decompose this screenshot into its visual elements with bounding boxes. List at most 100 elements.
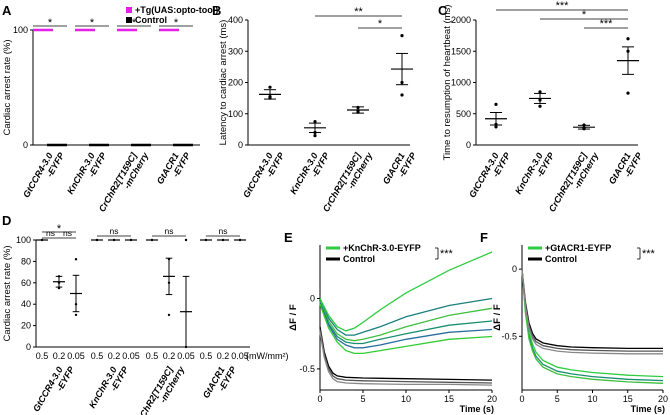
legend-label: +GtACR1-EYFP: [545, 243, 611, 253]
trace-line: [521, 269, 663, 355]
y-tick-label: 200: [228, 78, 243, 88]
data-point: [538, 98, 542, 102]
x-tick-label: 5: [360, 394, 365, 404]
legend-label: +KnChR-3.0-EYFP: [343, 243, 421, 253]
data-point: [494, 125, 498, 129]
x-tick-label: 0.05: [177, 351, 195, 361]
data-point: [184, 345, 188, 349]
category-label: GtCCR4-3.0-EYFP: [31, 359, 77, 415]
x-tick-label: 0.2: [217, 351, 230, 361]
data-point: [582, 126, 586, 130]
trace-line: [521, 269, 664, 378]
significance-label: ns: [165, 226, 174, 236]
y-tick-label: 100: [228, 109, 243, 119]
data-point: [167, 281, 171, 284]
significance-label: ***: [440, 248, 454, 260]
data-point: [204, 238, 208, 242]
panel-letter-b: B: [212, 3, 221, 18]
y-tick-label: -0.5: [299, 364, 315, 374]
x-axis-label: Time (s): [631, 404, 665, 414]
category-label: KnChR-3.0-EYFP: [87, 359, 131, 415]
y-tick-label: 40: [21, 299, 31, 309]
significance-label: *: [90, 17, 95, 29]
trace-line: [319, 251, 493, 332]
data-point: [74, 258, 78, 261]
y-tick-label: 0: [310, 293, 315, 303]
x-tick-label: 0.2: [53, 351, 66, 361]
data-point: [57, 275, 61, 278]
significance-label: ns: [63, 228, 72, 238]
y-tick-label: -0.5: [501, 331, 517, 341]
data-point: [57, 281, 61, 284]
data-point: [494, 102, 498, 106]
y-tick-label: 400: [228, 15, 243, 25]
significance-label: **: [354, 6, 363, 18]
legend-swatch: [126, 7, 132, 13]
data-point: [356, 109, 360, 113]
x-tick-label: 0.5: [36, 351, 49, 361]
category-label: GtCCR4-3.0-EYFP: [241, 145, 287, 204]
y-tick-label: 0: [512, 264, 517, 274]
data-point: [268, 85, 272, 89]
data-point: [400, 80, 404, 85]
y-tick-label: 0: [466, 140, 471, 150]
data-point: [538, 90, 542, 94]
panel-f: 0 5 10 15 20 0 -0.5ΔF / F Time (s) +GtACR1-EYFPC…: [492, 243, 668, 414]
significance-label: *: [48, 17, 53, 29]
significance-label: ***: [556, 0, 570, 12]
y-tick-label: 1000: [451, 78, 471, 88]
y-tick-label: 0: [26, 342, 31, 352]
significance-label: *: [174, 17, 179, 29]
panel-letter-a: A: [2, 3, 12, 18]
data-point: [538, 104, 542, 108]
x-tick-label: 10: [587, 394, 597, 404]
data-point: [129, 238, 133, 242]
data-point: [184, 238, 188, 242]
unit-label: (mW/mm²): [246, 351, 288, 361]
category-label: GtCCR4-3.0-EYFP: [467, 145, 513, 204]
category-label: KnChR-3.0-EYFP: [513, 145, 557, 201]
x-tick-label: 0.05: [231, 351, 249, 361]
y-axis-label: Cardiac arrest rate (%): [2, 39, 13, 135]
x-tick-label: 0.2: [163, 351, 176, 361]
data-point: [167, 258, 171, 261]
data-point: [238, 238, 242, 242]
x-tick-label: 0.5: [91, 351, 104, 361]
significance-label: ***: [600, 18, 614, 30]
panel-letter-e: E: [284, 230, 293, 245]
y-tick-label: 100: [16, 235, 31, 245]
data-point: [400, 93, 404, 97]
category-label: GtACR1-EYFP: [201, 359, 239, 405]
legend-label: +Tg(UAS:opto-tool): [135, 5, 218, 15]
trace-line: [319, 302, 493, 345]
legend-label: Control: [135, 15, 167, 25]
x-tick-label: 0: [519, 394, 524, 404]
x-tick-label: 0.5: [200, 351, 213, 361]
trace-line: [521, 269, 663, 352]
panel-letter-d: D: [2, 213, 11, 228]
legend-swatch: [126, 17, 132, 23]
x-tick-label: 0.05: [67, 351, 85, 361]
data-point: [313, 130, 317, 135]
significance-label: *: [57, 223, 62, 235]
data-point: [313, 119, 317, 124]
y-tick-label: 20: [21, 321, 31, 331]
data-point: [494, 122, 498, 126]
x-tick-label: 0.05: [122, 351, 140, 361]
trace-line: [319, 301, 493, 342]
trace-line: [521, 269, 663, 350]
data-point: [313, 134, 317, 138]
data-point: [57, 286, 61, 290]
panel-letter-c: C: [438, 3, 448, 18]
data-point: [626, 91, 630, 95]
data-point: [74, 303, 78, 306]
legend-label: Control: [545, 254, 577, 264]
y-axis-label: ΔF / F: [492, 304, 503, 331]
significance-label: ns: [110, 226, 119, 236]
y-tick-label: 500: [456, 109, 471, 119]
data-point: [95, 238, 99, 242]
